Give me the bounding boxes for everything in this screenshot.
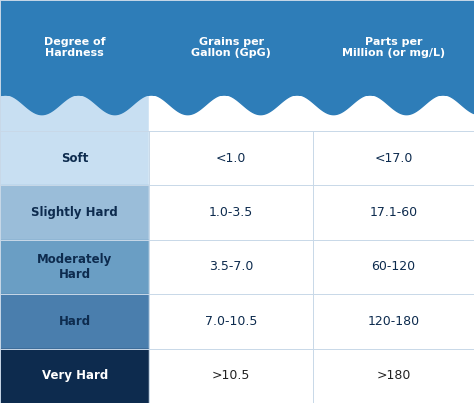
- Text: 17.1-60: 17.1-60: [369, 206, 418, 219]
- Text: Moderately
Hard: Moderately Hard: [37, 253, 112, 281]
- Text: 7.0-10.5: 7.0-10.5: [205, 315, 257, 328]
- Polygon shape: [0, 95, 474, 114]
- Bar: [313, 185, 474, 240]
- Polygon shape: [149, 95, 474, 131]
- Text: 120-180: 120-180: [367, 315, 419, 328]
- Bar: [0, 131, 149, 185]
- Text: <17.0: <17.0: [374, 152, 412, 165]
- Bar: [149, 95, 474, 131]
- Text: 60-120: 60-120: [371, 260, 416, 274]
- Polygon shape: [0, 95, 149, 131]
- Bar: [149, 185, 313, 240]
- Bar: [313, 349, 474, 403]
- Bar: [0, 95, 149, 131]
- Text: 3.5-7.0: 3.5-7.0: [209, 260, 253, 274]
- Text: 1.0-3.5: 1.0-3.5: [209, 206, 253, 219]
- Bar: [0, 0, 474, 95]
- Bar: [149, 131, 313, 185]
- Bar: [0, 294, 149, 349]
- Text: Very Hard: Very Hard: [42, 369, 108, 382]
- Bar: [0, 349, 149, 403]
- Text: Slightly Hard: Slightly Hard: [31, 206, 118, 219]
- Text: Degree of
Hardness: Degree of Hardness: [44, 37, 106, 58]
- Bar: [0, 240, 149, 294]
- Bar: [0, 185, 149, 240]
- Bar: [313, 294, 474, 349]
- Text: <1.0: <1.0: [216, 152, 246, 165]
- Bar: [313, 240, 474, 294]
- Bar: [149, 240, 313, 294]
- Text: Hard: Hard: [59, 315, 91, 328]
- Bar: [149, 294, 313, 349]
- Text: >180: >180: [376, 369, 410, 382]
- Text: >10.5: >10.5: [212, 369, 250, 382]
- Text: Parts per
Million (or mg/L): Parts per Million (or mg/L): [342, 37, 445, 58]
- Text: Grains per
Gallon (GpG): Grains per Gallon (GpG): [191, 37, 271, 58]
- Bar: [313, 131, 474, 185]
- Text: Soft: Soft: [61, 152, 88, 165]
- Bar: [149, 349, 313, 403]
